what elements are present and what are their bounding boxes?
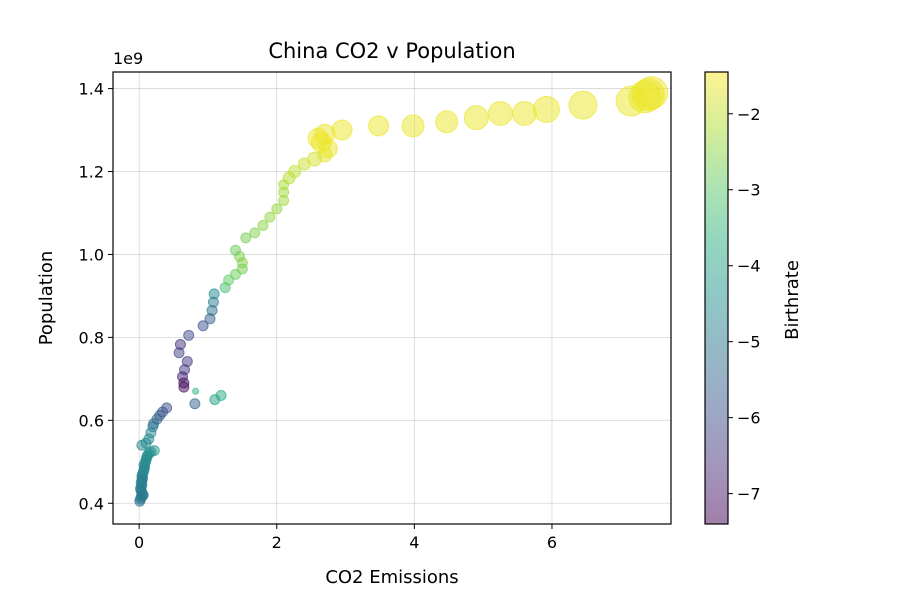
data-point bbox=[315, 124, 335, 144]
y-tick-label: 1.2 bbox=[79, 163, 104, 182]
data-point bbox=[230, 245, 240, 255]
data-point bbox=[182, 356, 192, 366]
colorbar-tick-label: −4 bbox=[737, 257, 761, 276]
data-point bbox=[162, 403, 172, 413]
data-point bbox=[632, 79, 664, 111]
data-point bbox=[241, 233, 251, 243]
colorbar-label: Birthrate bbox=[782, 260, 803, 340]
colorbar-tick-label: −3 bbox=[737, 181, 761, 200]
y-offset-label: 1e9 bbox=[113, 49, 143, 68]
data-point bbox=[436, 111, 458, 133]
y-tick-label: 0.4 bbox=[79, 494, 104, 513]
y-axis-label: Population bbox=[36, 251, 57, 346]
y-tick-label: 0.8 bbox=[79, 328, 104, 347]
x-tick-label: 4 bbox=[409, 533, 419, 552]
data-point bbox=[272, 204, 282, 214]
data-point bbox=[369, 116, 389, 136]
data-point bbox=[512, 101, 536, 125]
colorbar bbox=[705, 72, 728, 524]
data-point bbox=[464, 106, 488, 130]
y-tick-label: 0.6 bbox=[79, 411, 104, 430]
data-point bbox=[175, 339, 185, 349]
y-tick-label: 1.0 bbox=[79, 245, 104, 264]
data-point bbox=[216, 390, 226, 400]
x-tick-label: 6 bbox=[547, 533, 557, 552]
data-point bbox=[402, 115, 424, 137]
data-point bbox=[190, 399, 200, 409]
colorbar-tick-label: −2 bbox=[737, 105, 761, 124]
colorbar-tick-label: −7 bbox=[737, 485, 761, 504]
data-point bbox=[193, 388, 199, 394]
data-point bbox=[533, 96, 559, 122]
data-point bbox=[250, 228, 260, 238]
chart-title: China CO2 v Population bbox=[268, 39, 515, 63]
colorbar-tick-label: −5 bbox=[737, 333, 761, 352]
data-point bbox=[569, 91, 597, 119]
colorbar-tick-label: −6 bbox=[737, 409, 761, 428]
data-point bbox=[209, 289, 219, 299]
x-tick-label: 0 bbox=[134, 533, 144, 552]
data-point bbox=[258, 220, 268, 230]
y-tick-label: 1.4 bbox=[79, 80, 104, 99]
x-tick-label: 2 bbox=[272, 533, 282, 552]
data-point bbox=[149, 446, 159, 456]
data-point bbox=[332, 120, 352, 140]
data-point bbox=[265, 212, 275, 222]
data-point bbox=[184, 330, 194, 340]
data-point bbox=[179, 382, 189, 392]
data-point bbox=[488, 101, 512, 125]
x-axis-label: CO2 Emissions bbox=[325, 567, 458, 588]
